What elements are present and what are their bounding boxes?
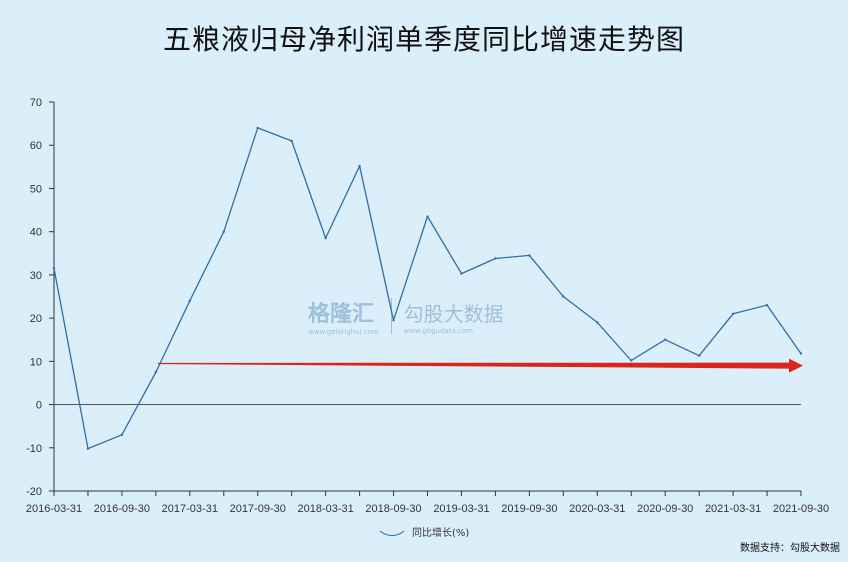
y-tick-label: -10 <box>26 443 42 455</box>
data-point <box>120 433 124 437</box>
chart-title: 五粮液归母净利润单季度同比增速走势图 <box>162 23 685 56</box>
data-point <box>630 359 633 362</box>
data-point <box>154 370 158 374</box>
data-point <box>596 321 599 324</box>
data-point <box>562 295 565 298</box>
data-point <box>426 215 429 218</box>
x-tick-label: 2017-03-31 <box>162 503 218 515</box>
x-tick-label: 2020-03-31 <box>569 503 625 515</box>
y-tick-label: 10 <box>30 356 42 368</box>
data-point <box>697 354 701 357</box>
data-point <box>799 352 803 355</box>
x-tick-label: 2019-03-31 <box>433 503 489 515</box>
legend: 同比增长(%) <box>378 524 469 539</box>
y-tick-label: 60 <box>30 140 42 152</box>
data-point <box>358 164 361 168</box>
x-tick-label: 2016-03-31 <box>26 503 82 515</box>
data-point <box>392 319 395 322</box>
source-note: 数据支持：勾股大数据 <box>740 543 840 554</box>
data-point <box>663 338 667 341</box>
y-tick-label: 0 <box>36 400 42 412</box>
y-tick-label: 20 <box>30 313 42 325</box>
data-point <box>222 230 225 233</box>
data-point <box>256 126 259 130</box>
x-tick-label: 2019-09-30 <box>501 503 557 515</box>
watermark-brand-sub: www.gogudata.com <box>403 326 473 335</box>
data-point <box>86 447 90 450</box>
legend-line-icon <box>379 530 405 536</box>
watermark-logo-sub: www.gelonghui.com <box>308 328 379 336</box>
data-point <box>52 267 56 270</box>
y-tick-label: 40 <box>30 227 42 239</box>
x-tick-label: 2021-09-30 <box>773 503 829 515</box>
data-point <box>731 312 735 315</box>
trend-arrow-shaft <box>157 362 789 369</box>
data-point <box>324 236 327 240</box>
y-tick-label: 30 <box>30 270 42 282</box>
x-tick-label: 2020-09-30 <box>637 503 693 515</box>
x-tick-label: 2016-09-30 <box>94 503 150 515</box>
watermark-brand-text: 勾股大数据 <box>403 301 504 326</box>
x-tick-label: 2018-09-30 <box>365 503 421 515</box>
y-tick-label: 70 <box>30 97 42 109</box>
data-point <box>188 299 192 303</box>
x-tick-label: 2018-03-31 <box>297 503 353 515</box>
watermark: 格隆汇 www.gelonghui.com 勾股大数据 www.gogudata… <box>308 296 504 336</box>
y-tick-label: -20 <box>26 486 42 498</box>
data-point <box>290 139 293 143</box>
legend-label: 同比增长(%) <box>412 528 470 539</box>
watermark-logo-text: 格隆汇 <box>308 302 375 327</box>
series-line <box>53 127 802 450</box>
x-tick-label: 2017-09-30 <box>230 503 286 515</box>
data-point <box>460 272 463 275</box>
y-tick-label: 50 <box>30 183 42 195</box>
x-tick-label: 2021-03-31 <box>705 503 761 515</box>
trend-arrow-head <box>789 358 803 373</box>
data-point <box>765 303 769 307</box>
watermark-divider <box>390 298 392 334</box>
data-point <box>494 257 497 260</box>
data-point <box>528 254 531 257</box>
